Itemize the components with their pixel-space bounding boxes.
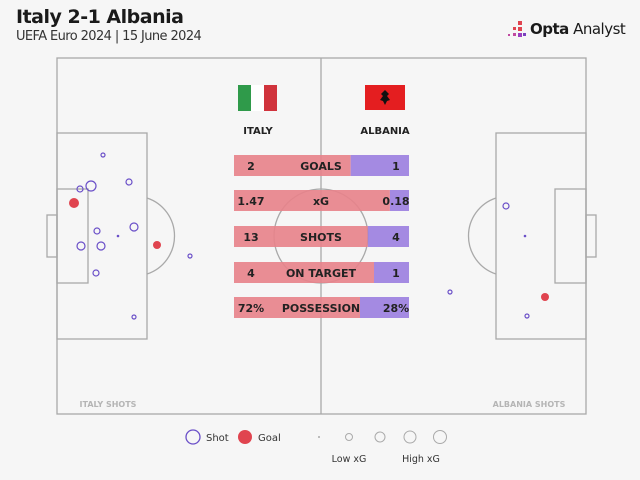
left-goal <box>46 214 58 258</box>
home-stat-bar <box>234 226 368 247</box>
shot-marker <box>523 234 527 238</box>
stat-label: xG <box>313 195 329 208</box>
shot-marker <box>85 180 97 192</box>
home-stat-value: 1.47 <box>237 195 264 208</box>
logo-bold: Opta <box>530 20 569 38</box>
away-stat-bar <box>350 155 409 176</box>
home-shots-label: ITALY SHOTS <box>80 400 137 409</box>
page-title: Italy 2-1 Albania <box>16 6 184 28</box>
right-goal <box>585 214 597 258</box>
shot-marker <box>131 314 137 320</box>
shot-marker <box>96 241 106 251</box>
away-stat-bar <box>360 297 409 318</box>
left-penalty-arc <box>146 197 176 275</box>
shot-marker <box>92 269 100 277</box>
legend-low-xg: Low xG <box>332 454 367 465</box>
shot-marker <box>129 222 139 232</box>
legend-goal-label: Goal <box>258 433 281 444</box>
away-team-label: ALBANIA <box>360 126 410 137</box>
home-team-label: ITALY <box>243 126 273 137</box>
away-stat-value: 1 <box>392 267 400 280</box>
goal-marker <box>541 293 549 301</box>
home-stat-value: 13 <box>243 231 258 244</box>
opta-logo: Opta Analyst <box>508 20 626 38</box>
italy-flag <box>238 85 277 111</box>
opta-logo-icon <box>508 21 526 37</box>
away-stat-value: 4 <box>392 231 400 244</box>
centre-circle <box>273 188 369 284</box>
away-stat-value: 0.18 <box>382 195 409 208</box>
stat-label: GOALS <box>300 160 342 173</box>
albania-flag <box>365 85 405 110</box>
right-penalty-arc <box>467 197 497 275</box>
shot-marker <box>93 227 101 235</box>
stat-label: SHOTS <box>300 231 342 244</box>
home-stat-value: 72% <box>238 302 264 315</box>
right-six-yard-box <box>554 188 587 284</box>
away-stat-bar <box>374 262 409 283</box>
logo-light: Analyst <box>573 20 626 38</box>
stat-row: 72% POSSESSION 28% <box>234 297 409 318</box>
shot-marker <box>76 241 86 251</box>
left-penalty-box <box>56 132 148 340</box>
away-shots-label: ALBANIA SHOTS <box>493 400 566 409</box>
home-stat-value: 2 <box>247 160 255 173</box>
legend-xg-size-5 <box>433 430 447 444</box>
away-stat-bar <box>389 190 409 211</box>
legend-shot-label: Shot <box>206 433 229 444</box>
home-stat-bar <box>234 190 390 211</box>
legend: Shot Goal Low xG High xG <box>185 429 447 465</box>
away-stat-value: 28% <box>383 302 409 315</box>
legend-goal-icon <box>238 430 252 444</box>
legend-xg-size-3 <box>374 431 386 443</box>
stat-row: 13 SHOTS 4 <box>234 226 409 247</box>
stat-row: 4 ON TARGET 1 <box>234 262 409 283</box>
shot-marker <box>100 152 106 158</box>
subtitle: UEFA Euro 2024 | 15 June 2024 <box>16 29 202 44</box>
shot-marker <box>116 234 120 238</box>
home-stat-value: 4 <box>247 267 255 280</box>
goal-marker <box>153 241 161 249</box>
shot-marker <box>524 313 530 319</box>
goal-marker <box>69 198 79 208</box>
legend-xg-size-1 <box>318 436 320 438</box>
away-stat-bar <box>367 226 409 247</box>
home-stat-bar <box>234 262 374 283</box>
stat-row: 1.47 xG 0.18 <box>234 190 410 211</box>
shot-marker <box>502 202 510 210</box>
stat-label: POSSESSION <box>282 302 360 315</box>
shot-marker <box>125 178 133 186</box>
home-stat-bar <box>234 297 360 318</box>
legend-shot-icon <box>185 429 201 445</box>
legend-xg-size-4 <box>403 430 417 444</box>
pitch-outline <box>56 57 587 415</box>
legend-high-xg: High xG <box>402 454 440 465</box>
shot-marker <box>187 253 193 259</box>
pitch <box>46 57 597 415</box>
shot-marker <box>76 185 84 193</box>
legend-xg-size-2 <box>345 433 353 441</box>
home-stat-bar <box>234 155 351 176</box>
stat-row: 2 GOALS 1 <box>234 155 409 176</box>
left-six-yard-box <box>56 188 89 284</box>
stat-label: ON TARGET <box>286 267 357 280</box>
right-penalty-box <box>495 132 587 340</box>
shot-marker <box>447 289 453 295</box>
away-stat-value: 1 <box>392 160 400 173</box>
